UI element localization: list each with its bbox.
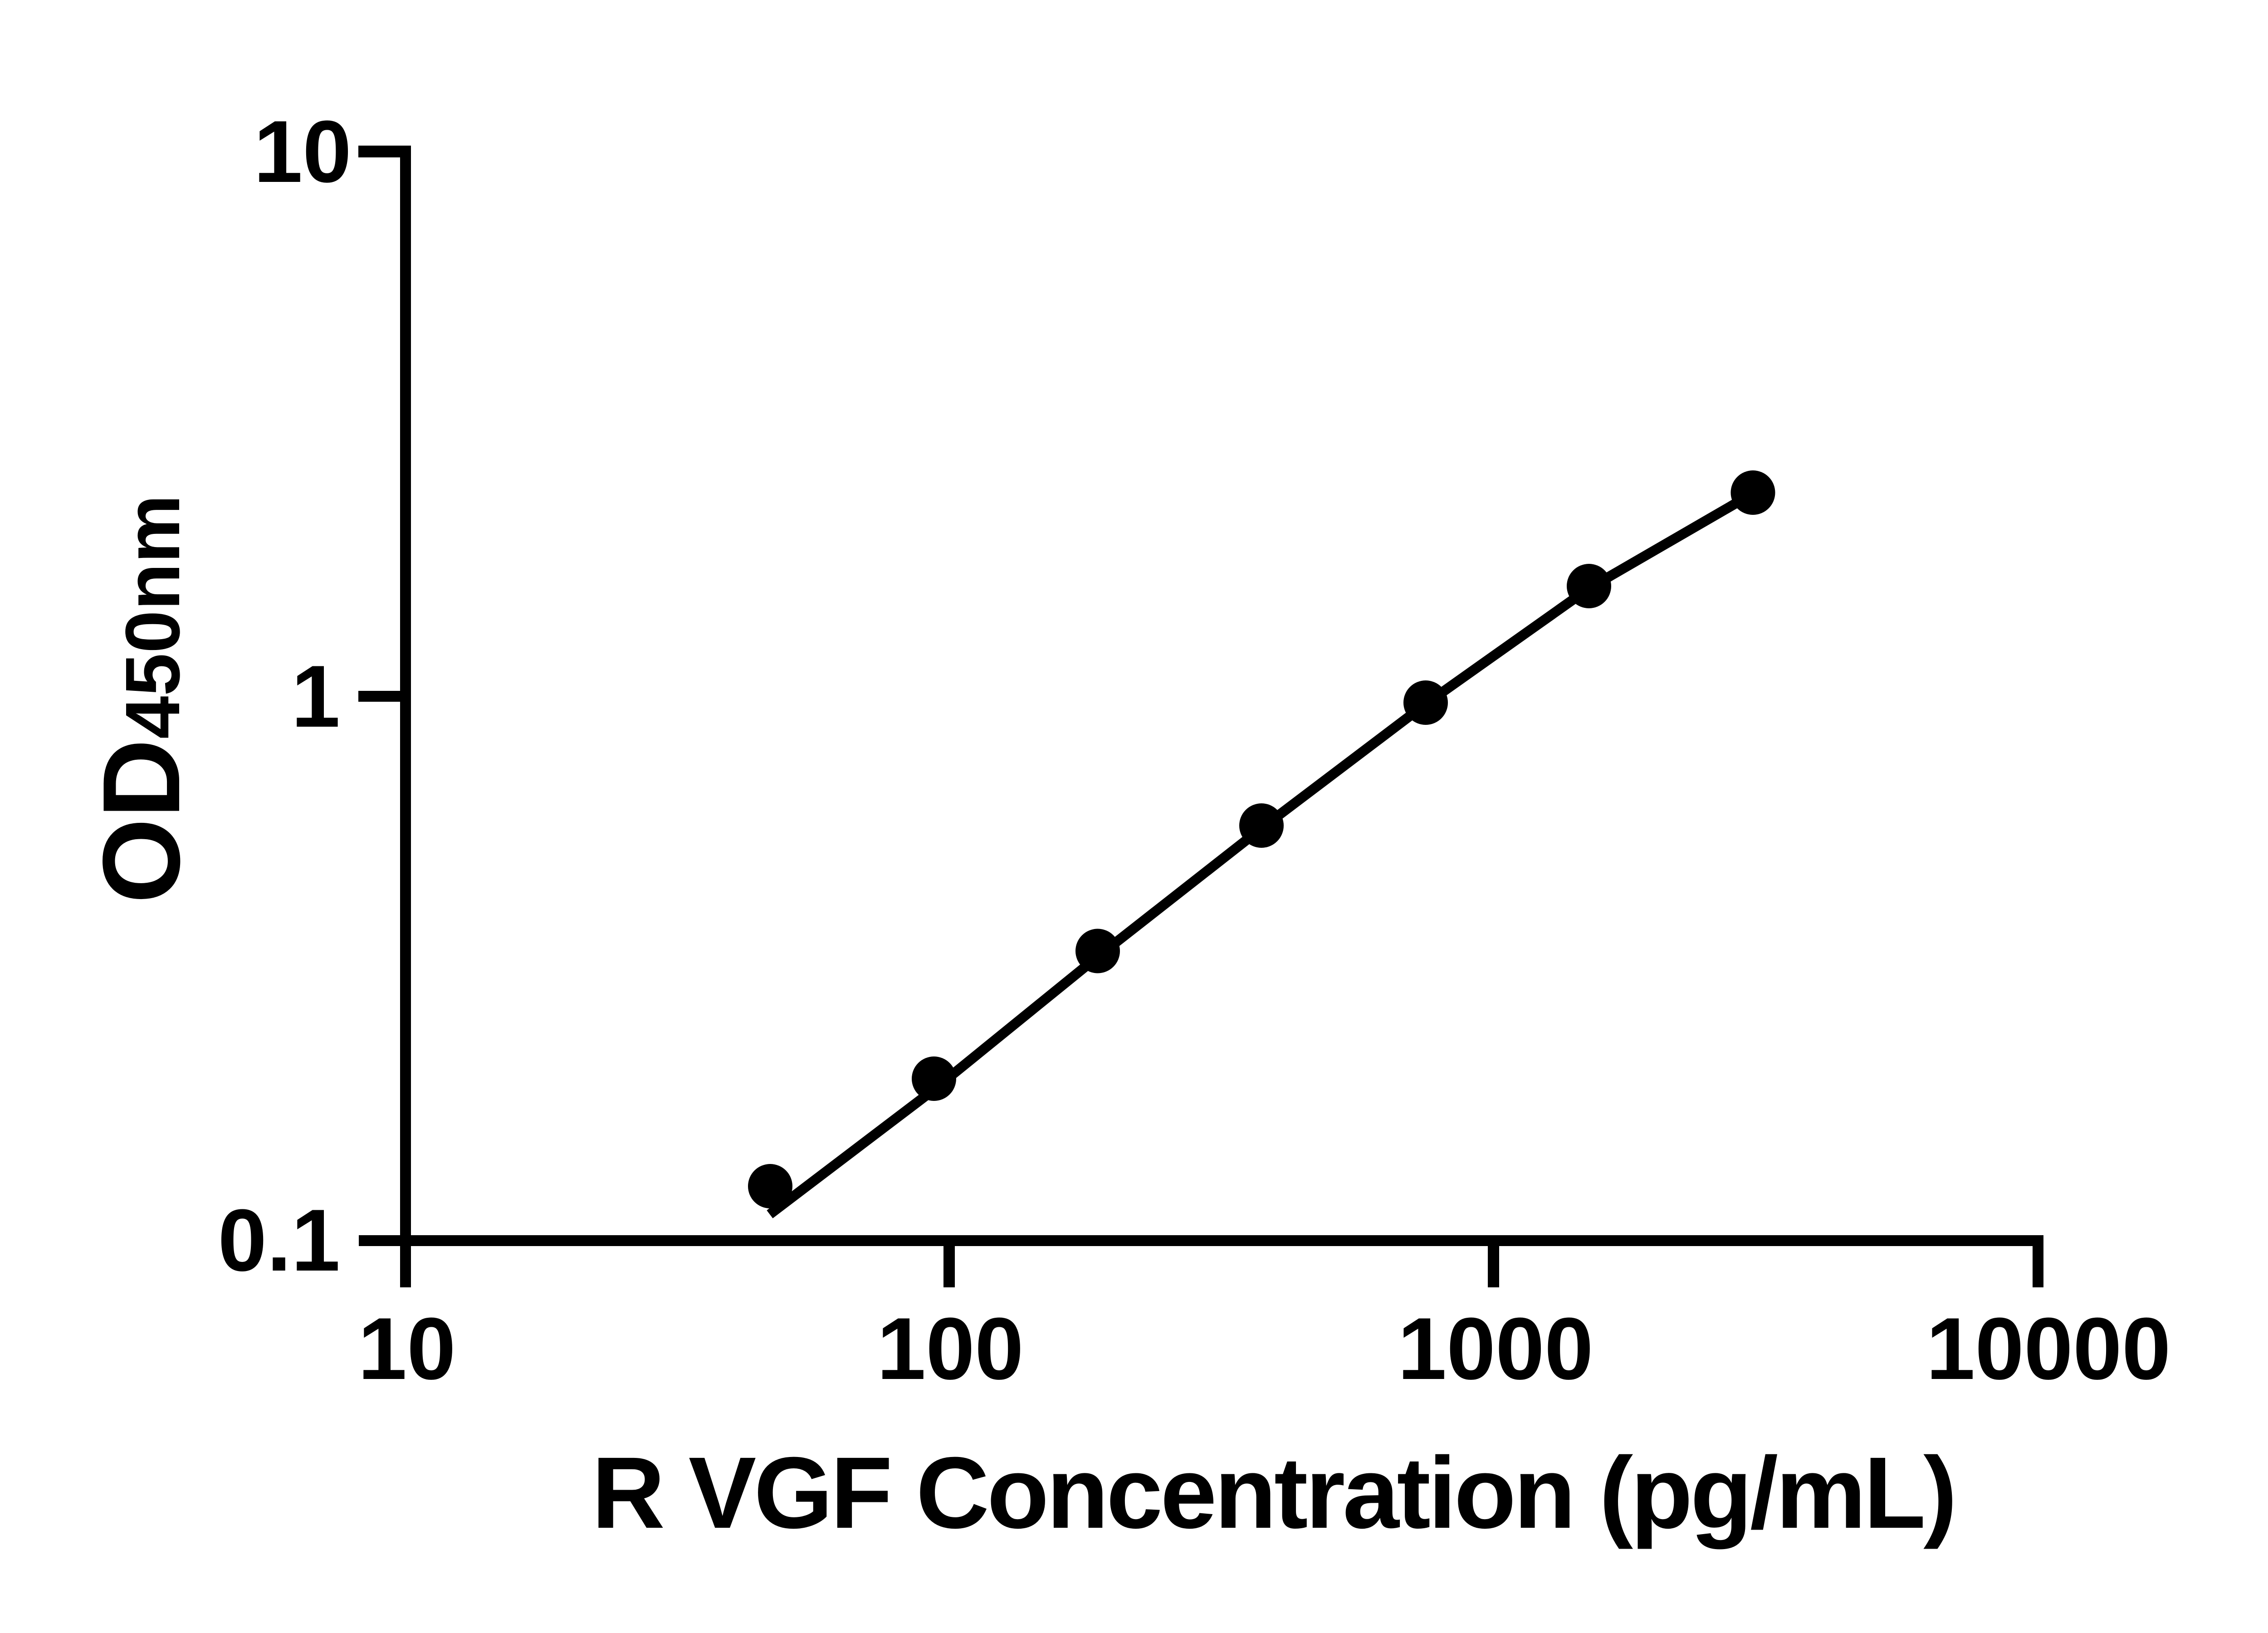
svg-text:10: 10: [358, 1300, 456, 1398]
svg-text:100: 100: [877, 1300, 1024, 1398]
svg-text:10000: 10000: [1926, 1300, 2170, 1398]
svg-text:1: 1: [291, 647, 340, 746]
svg-text:1000: 1000: [1398, 1300, 1593, 1398]
svg-text:0.1: 0.1: [218, 1191, 340, 1290]
svg-text:R VGF Concentration (pg/mL): R VGF Concentration (pg/mL): [591, 1436, 1955, 1550]
svg-text:10: 10: [254, 103, 352, 201]
